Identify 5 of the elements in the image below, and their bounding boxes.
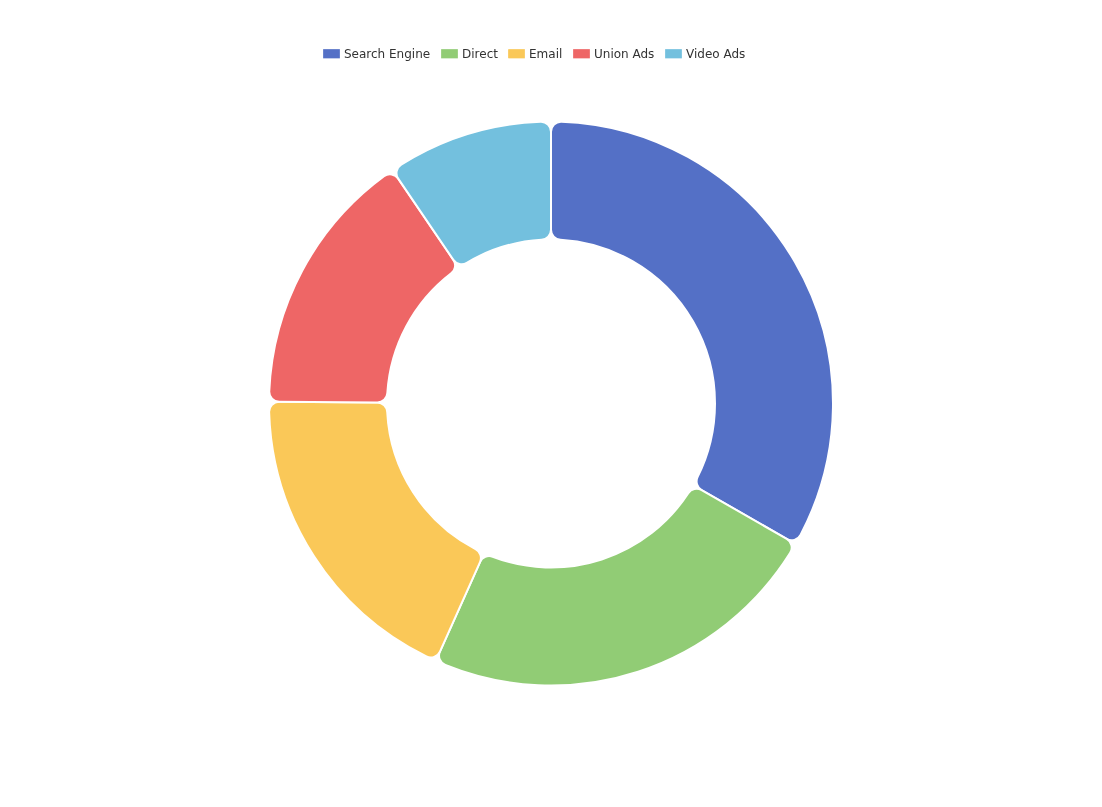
legend-label: Email (529, 46, 563, 61)
legend-label: Union Ads (594, 46, 655, 61)
legend-label: Direct (462, 46, 499, 61)
legend-label: Search Engine (344, 46, 431, 61)
legend-label: Video Ads (686, 46, 746, 61)
